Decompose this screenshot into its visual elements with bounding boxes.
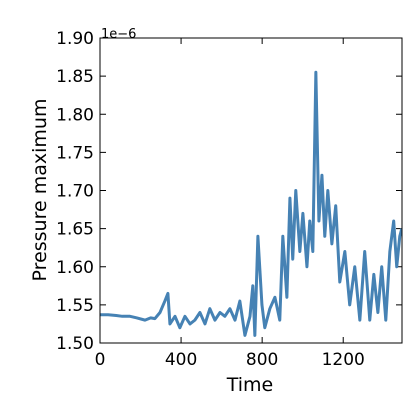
x-tick-label: 400 [165, 350, 197, 370]
x-tick-label: 1200 [322, 350, 365, 370]
y-axis-label: Pressure maximum [29, 99, 51, 282]
y-tick-label: 1.70 [56, 182, 94, 202]
x-tick-label: 0 [95, 350, 106, 370]
y-tick-label: 1.90 [56, 29, 94, 49]
x-axis-label: Time [226, 374, 274, 396]
y-tick-label: 1.75 [56, 143, 94, 163]
y-tick-label: 1.50 [56, 334, 94, 354]
y-tick-label: 1.85 [56, 67, 94, 87]
y-tick-label: 1.65 [56, 220, 94, 240]
x-tick-label: 800 [246, 350, 278, 370]
y-tick-label: 1.55 [56, 296, 94, 316]
data-line [100, 70, 402, 337]
offset-label: 1e−6 [101, 27, 136, 42]
y-tick-label: 1.80 [56, 105, 94, 125]
plot-frame [99, 37, 403, 344]
y-tick-label: 1.60 [56, 258, 94, 278]
